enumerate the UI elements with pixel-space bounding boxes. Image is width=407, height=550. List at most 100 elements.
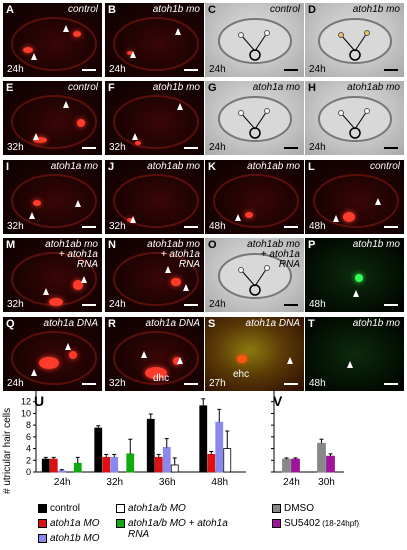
bar — [41, 458, 50, 473]
arrowhead-icon — [287, 357, 293, 364]
panel-title: control — [269, 4, 300, 15]
legend-note: (18-24hpf) — [322, 519, 360, 528]
arrowhead-icon — [183, 284, 189, 291]
arrowhead-icon — [33, 133, 39, 140]
y-tick-label: 4 — [26, 444, 31, 454]
arrowhead-icon — [353, 290, 359, 297]
scale-bar — [82, 147, 96, 149]
panel-letter: J — [108, 161, 115, 173]
arrowhead-icon — [130, 216, 136, 223]
bar — [146, 418, 155, 473]
bar — [73, 462, 82, 473]
bar — [110, 456, 119, 473]
legend-label: DMSO — [284, 503, 314, 514]
hair-cell-signal — [33, 200, 41, 206]
y-tick-label: 2 — [26, 455, 31, 465]
y-tick-label: 6 — [26, 432, 31, 442]
scale-bar — [184, 304, 198, 306]
panel-title: control — [67, 82, 98, 93]
panel-timepoint: 32h — [109, 142, 126, 153]
panel-letter: L — [308, 161, 315, 173]
panel-letter: H — [308, 82, 316, 94]
hair-cell-signal — [77, 119, 85, 127]
panel-timepoint: 24h — [7, 378, 24, 389]
panel-timepoint: 32h — [109, 378, 126, 389]
scale-bar — [284, 69, 298, 71]
panel-letter: R — [108, 318, 116, 330]
panel-title: atoh1ab mo — [347, 82, 400, 93]
arrowhead-icon — [63, 101, 69, 108]
legend-item-atoh1ab-mo: atoh1a/b MO — [116, 503, 186, 514]
panel-title: atoh1ab mo + atoh1a RNA — [45, 239, 98, 270]
panel-timepoint: 24h — [209, 64, 226, 75]
legend-swatch — [38, 519, 47, 528]
arrowhead-icon — [130, 51, 136, 58]
scale-bar — [82, 69, 96, 71]
scale-bar — [184, 226, 198, 228]
panel-title: atoh1a DNA — [43, 318, 98, 329]
embryo-outline — [113, 252, 199, 306]
panel-letter: E — [6, 82, 14, 94]
legend-swatch — [272, 504, 281, 513]
otic-vesicle-drawing — [318, 96, 392, 142]
panel-title: atoh1b mo — [352, 4, 400, 15]
legend-item-dmso: DMSO — [272, 503, 314, 514]
arrowhead-icon — [29, 212, 35, 219]
bar — [154, 456, 163, 473]
legend-swatch — [272, 519, 281, 528]
panel-letter: S — [208, 318, 216, 330]
arrowhead-icon — [333, 215, 339, 222]
bar — [199, 405, 208, 473]
legend-item-atoh1ab-mo-rna: atoh1a/b MO + atoh1a RNA — [116, 518, 256, 540]
arrowhead-icon — [177, 103, 183, 110]
embryo-outline — [11, 331, 97, 385]
scale-bar — [184, 147, 198, 149]
otic-vesicle-drawing — [318, 18, 392, 64]
arrowhead-icon — [31, 53, 37, 60]
chart-u-label: U — [34, 393, 45, 409]
panel-letter: G — [208, 82, 217, 94]
arrowhead-icon — [175, 28, 181, 35]
bar — [223, 448, 232, 473]
embryo-outline — [313, 174, 399, 228]
hair-cell-signal — [49, 298, 63, 306]
chart-v-legend: DMSO SU5402 (18-24hpf) — [272, 503, 406, 543]
bar — [291, 458, 300, 473]
scale-bar — [384, 304, 398, 306]
panel-timepoint: 24h — [7, 64, 24, 75]
legend-item-control: control — [38, 503, 80, 514]
bar — [126, 453, 135, 473]
panel-timepoint: 27h — [209, 378, 226, 389]
panel-timepoint: 48h — [309, 221, 326, 232]
bar — [317, 442, 326, 473]
legend-label: SU5402 — [284, 518, 321, 529]
hair-cell-signal — [135, 141, 141, 145]
panel-timepoint: 24h — [109, 299, 126, 310]
bar — [162, 447, 171, 473]
scale-bar — [384, 147, 398, 149]
hair-cell-signal — [343, 212, 355, 222]
scale-bar — [82, 383, 96, 385]
embryo-outline — [113, 331, 199, 385]
bar — [49, 458, 58, 473]
hair-cell-signal — [39, 357, 59, 369]
panel-title: atoh1a mo — [50, 161, 98, 172]
arrowhead-icon — [141, 351, 147, 358]
bar — [207, 454, 216, 473]
panel-letter: B — [108, 4, 116, 16]
hair-cell-signal — [237, 355, 247, 363]
y-tick-label: 10 — [21, 408, 31, 418]
legend-label: atoh1a MO — [50, 518, 100, 529]
hair-cell-signal — [245, 212, 253, 218]
bar — [94, 427, 103, 473]
